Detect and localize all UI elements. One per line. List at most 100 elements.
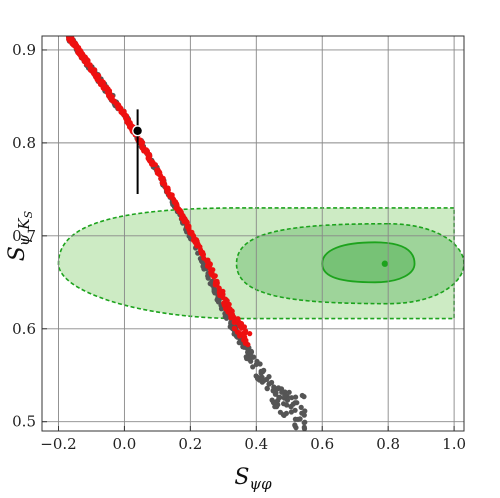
scan-point-red: [152, 162, 158, 168]
scan-point-red: [192, 239, 198, 245]
scan-point-red: [143, 147, 149, 153]
contour-line-1σ: [321, 241, 416, 284]
y-tick-label: 0.8: [12, 134, 36, 152]
x-tick-label: 0.0: [112, 435, 136, 453]
scan-point-red: [84, 61, 90, 67]
scan-point-gray: [259, 374, 265, 380]
scan-point-red: [214, 278, 220, 285]
scan-points: [65, 30, 308, 431]
scan-point-gray: [284, 402, 290, 408]
scan-point-red: [231, 325, 237, 331]
scan-point-red: [84, 57, 90, 63]
scan-point-red: [164, 185, 170, 191]
scan-point-red: [119, 108, 125, 114]
x-tick-label: 0.6: [310, 435, 334, 453]
plot-frame: [41, 35, 465, 432]
scan-point-gray: [299, 392, 305, 399]
scan-point-gray: [302, 408, 308, 414]
scan-point-red: [211, 274, 217, 280]
scan-point-red: [139, 144, 145, 150]
scan-point-red: [243, 337, 249, 343]
scan-point-gray: [254, 360, 260, 366]
scan-point-red: [239, 331, 246, 337]
y-tick-label: 0.6: [12, 320, 36, 338]
scan-point-gray: [292, 407, 298, 413]
scan-point-gray: [258, 368, 264, 374]
scan-point-red: [227, 306, 233, 312]
x-tick-label: 0.4: [244, 435, 268, 453]
x-axis-ticks: −0.2 0.0 0.2 0.4 0.6 0.8 1.0: [40, 426, 466, 453]
scan-point-red: [127, 120, 133, 126]
scan-point-gray: [266, 381, 272, 387]
scan-point-gray: [222, 314, 228, 320]
scan-point-red: [247, 331, 253, 337]
scan-point-red: [138, 139, 144, 145]
scan-point-red: [91, 71, 97, 77]
scan-point-gray: [270, 387, 276, 393]
x-tick-label: −0.2: [40, 435, 76, 453]
scan-point-gray: [292, 422, 298, 428]
scan-point-red: [223, 306, 229, 312]
scan-point-red: [105, 86, 111, 92]
scan-point-gray: [297, 416, 303, 422]
scan-point-gray: [289, 395, 295, 401]
scan-point-gray: [212, 287, 218, 293]
scan-point-red: [201, 255, 207, 261]
scan-point-red: [69, 41, 75, 47]
likelihood-regions: [57, 207, 464, 320]
scan-point-red: [190, 232, 196, 238]
y-tick-label: 0.5: [12, 413, 36, 431]
scan-point-gray: [278, 386, 285, 392]
contour-line-2σ: [235, 222, 464, 305]
scan-point-gray: [243, 354, 249, 360]
scan-point-gray: [205, 275, 211, 281]
scan-point-red: [237, 320, 243, 326]
plot-border: [41, 35, 465, 432]
sm-measurement: [132, 109, 144, 194]
scan-point-red: [170, 195, 176, 201]
scan-point-red: [186, 225, 192, 231]
x-tick-label: 0.2: [178, 435, 202, 453]
scan-point-gray: [298, 404, 304, 410]
scan-point-red: [77, 52, 83, 58]
scan-point-red: [107, 95, 113, 101]
scan-point-gray: [66, 30, 71, 35]
scan-point-red: [146, 157, 152, 163]
scan-point-red: [75, 45, 81, 51]
x-tick-label: 1.0: [442, 435, 466, 453]
scan-point-gray: [272, 404, 278, 410]
scan-point-red: [101, 83, 108, 89]
scan-point-gray: [293, 394, 299, 400]
scan-point-red: [207, 266, 213, 272]
scan-point-gray: [264, 376, 270, 382]
y-tick-label: 0.9: [12, 41, 36, 59]
y-axis-title: Sψ KS: [5, 210, 35, 261]
best-fit-point: [381, 260, 389, 267]
scan-point-gray: [301, 420, 307, 426]
scan-point-gray: [270, 400, 277, 406]
scan-point-red: [224, 298, 230, 304]
scan-point-red: [96, 78, 103, 84]
scan-point-red: [171, 199, 177, 205]
scan-point-red: [205, 259, 211, 265]
scan-point-red: [161, 182, 168, 188]
scan-point-gray: [277, 394, 283, 400]
scan-point-gray: [288, 403, 294, 410]
scan-point-red: [67, 36, 70, 37]
scan-point-red: [67, 36, 73, 39]
scan-point-red: [177, 210, 183, 216]
scan-point-red: [165, 189, 171, 195]
scan-point-gray: [227, 324, 233, 330]
scan-point-gray: [253, 373, 259, 379]
sm-point: [133, 126, 142, 135]
scan-point-gray: [282, 393, 288, 399]
scan-point-red: [198, 249, 204, 255]
scan-point-gray: [248, 353, 254, 359]
region-fill-1σ: [322, 242, 415, 283]
x-axis-title: Sψφ: [234, 465, 272, 493]
scan-point-red: [181, 217, 188, 223]
scan-point-red: [154, 167, 160, 173]
scan-point-gray: [286, 389, 292, 395]
scan-point-gray: [280, 412, 286, 418]
